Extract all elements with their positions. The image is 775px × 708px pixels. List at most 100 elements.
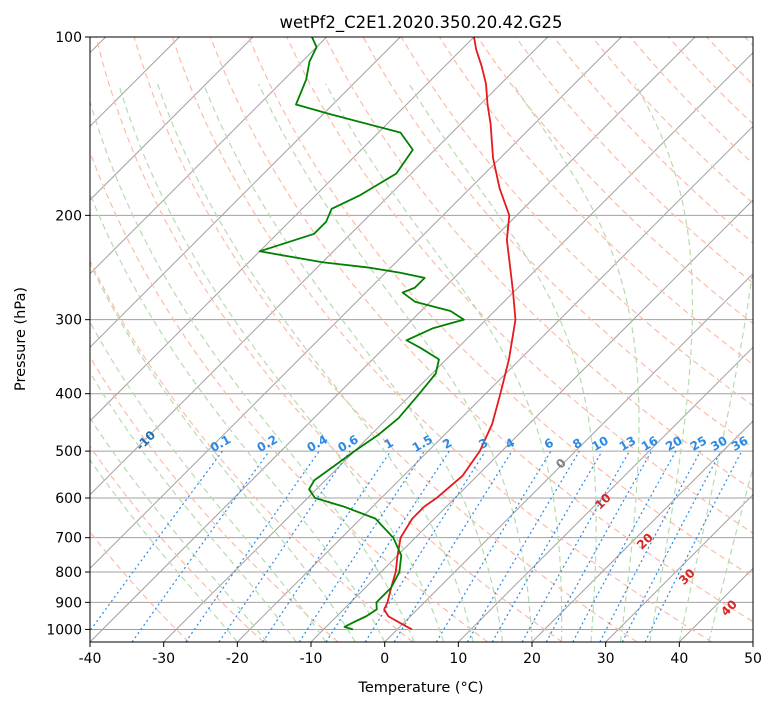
moist-adiabat-line <box>678 83 753 642</box>
moist-adiabat-line <box>202 83 504 642</box>
dry-adiabat-line <box>286 37 753 534</box>
mixing-ratio-label: 0.2 <box>255 432 280 455</box>
y-tick-label: 100 <box>55 30 82 46</box>
x-tick-label: 0 <box>380 651 389 667</box>
mixing-ratio-line <box>644 450 743 642</box>
x-tick-label: -20 <box>226 651 249 667</box>
mixing-ratio-label: 2 <box>440 435 454 451</box>
mixing-ratio-label: 1.5 <box>410 432 435 455</box>
y-tick-label: 500 <box>55 444 82 460</box>
y-tick-label: 1000 <box>46 622 82 638</box>
mixing-ratio-line <box>218 450 351 642</box>
isotherm-line <box>605 493 753 642</box>
dry-adiabat-line <box>90 445 264 642</box>
x-tick-label: -40 <box>79 651 102 667</box>
moist-adiabat-line <box>708 465 753 642</box>
isotherm-line <box>384 272 753 642</box>
y-tick-label: 200 <box>55 208 82 224</box>
mixing-ratio-label: 0.1 <box>208 432 233 455</box>
mixing-ratio-label: 0.4 <box>305 432 330 455</box>
mixing-ratio-line <box>185 450 320 642</box>
mixing-ratio-line <box>521 450 631 642</box>
dry-adiabat-line <box>90 150 488 642</box>
isotherm-line <box>90 37 696 642</box>
y-tick-label: 800 <box>55 565 82 581</box>
y-tick-label: 400 <box>55 387 82 403</box>
moist-adiabat-line <box>258 83 533 642</box>
mixing-ratio-line <box>572 450 677 642</box>
mixing-ratio-line <box>545 450 653 642</box>
moist-adiabat-line <box>90 371 297 642</box>
x-tick-label: 30 <box>597 651 615 667</box>
moist-adiabat-label: 10 <box>592 491 614 513</box>
isotherm-line <box>90 37 622 570</box>
moist-adiabat-line <box>634 83 694 642</box>
isotherm-line <box>90 37 549 496</box>
dry-adiabat-line <box>744 37 753 47</box>
moist-adiabat-line <box>90 458 238 642</box>
x-tick-label: 40 <box>670 651 688 667</box>
x-tick-label: -30 <box>152 651 175 667</box>
dry-adiabat-line <box>667 37 753 125</box>
dry-adiabat-line <box>133 37 638 642</box>
dry-adiabat-line <box>90 259 414 642</box>
mixing-ratio-line <box>90 450 223 632</box>
mixing-ratio-line <box>466 450 580 642</box>
chart-title: wetPf2_C2E1.2020.350.20.42.G25 <box>279 13 562 33</box>
mixing-ratio-label: 0.6 <box>335 432 360 455</box>
moist-adiabat-line <box>156 83 474 642</box>
moist-adiabat-line <box>90 320 327 642</box>
isotherm-line <box>90 37 401 349</box>
mixing-ratio-line <box>364 450 486 642</box>
isotherm-line <box>531 420 753 642</box>
x-tick-label: 10 <box>449 651 467 667</box>
moist-adiabat-line <box>118 83 445 642</box>
isotherm-line <box>457 346 753 642</box>
moist-adiabat-line <box>90 191 386 642</box>
mixing-ratio-line <box>435 450 552 642</box>
dry-adiabat-line <box>95 37 563 642</box>
mixing-ratio-line <box>131 450 270 642</box>
y-tick-label: 900 <box>55 595 82 611</box>
isotherm-line <box>163 51 753 642</box>
mixing-ratio-line <box>325 450 450 642</box>
dry-adiabat-line <box>515 37 753 284</box>
mixing-ratio-line <box>491 450 603 642</box>
dry-adiabat-line <box>248 37 753 578</box>
moist-adiabat-line <box>512 83 640 642</box>
mixing-ratio-line <box>599 450 702 642</box>
plot-frame <box>89 36 754 643</box>
y-tick-label: 300 <box>55 313 82 329</box>
moist-adiabat-label: 20 <box>634 530 656 552</box>
moist-adiabat-line <box>90 99 415 642</box>
y-axis-label: Pressure (hPa) <box>13 287 29 391</box>
dewpoint-profile-line <box>258 37 465 631</box>
isotherm-line <box>678 567 753 642</box>
x-axis-label: Temperature (°C) <box>357 680 483 696</box>
dry-adiabat-line <box>591 37 753 204</box>
plot-area: 0.10.20.40.611.52346810131620253036-100-… <box>90 37 753 642</box>
mixing-ratio-line <box>298 450 425 642</box>
axes: -40 -30 -20 -10 0 10 20 30 40 5010020030040050060… <box>46 30 762 667</box>
dry-adiabat-line <box>553 37 753 244</box>
dry-adiabat-label: -10 <box>133 428 158 453</box>
isotherm-line <box>90 37 254 201</box>
y-tick-label: 700 <box>55 531 82 547</box>
dry-adiabat-line <box>90 355 339 642</box>
y-tick-label: 600 <box>55 491 82 507</box>
x-tick-label: -10 <box>300 651 323 667</box>
mixing-ratio-line <box>621 450 722 642</box>
isotherm-line <box>90 37 475 422</box>
mixing-ratio-label: 6 <box>542 435 556 451</box>
moist-adiabat-line <box>90 417 268 642</box>
dry-adiabat-line <box>324 37 753 491</box>
moist-adiabat-line <box>325 83 563 642</box>
temperature-profile-line <box>383 37 517 631</box>
dry-adiabat-line <box>706 37 753 86</box>
x-tick-label: 20 <box>523 651 541 667</box>
isotherm-line <box>752 641 753 642</box>
dry-adiabat-line <box>209 37 753 623</box>
isotherm-line <box>236 125 753 642</box>
mixing-ratio-line <box>393 450 513 642</box>
